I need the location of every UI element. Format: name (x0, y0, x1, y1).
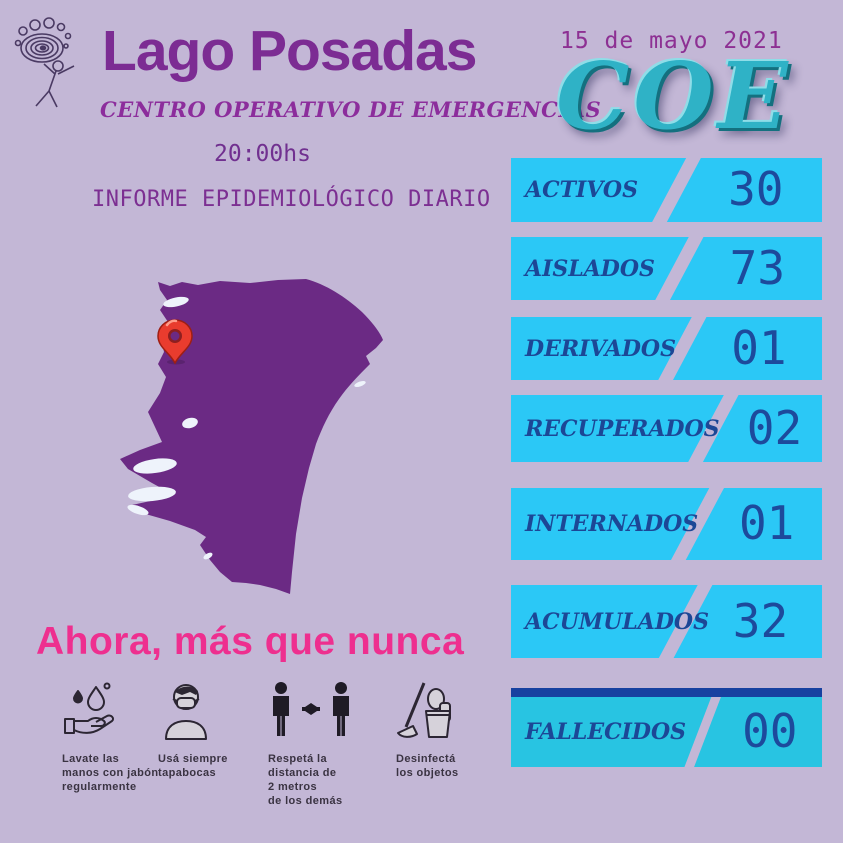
stat-row-fallecidos: FALLECIDOS 00 (511, 688, 822, 767)
slogan: Ahora, más que nunca (36, 620, 465, 663)
prevention-caption: Desinfectá los objetos (396, 753, 459, 779)
stat-value: 01 (738, 495, 795, 550)
stat-row-internados: INTERNADOS 01 (511, 488, 822, 560)
prevention-item-wash-hands: Lavate las manos con jabón regularmente (62, 680, 182, 794)
stat-row-acumulados: ACUMULADOS 32 (511, 585, 822, 658)
prevention-caption: Lavate las manos con jabón regularmente (62, 753, 159, 793)
face-mask-icon (158, 680, 268, 744)
prevention-caption: Respetá la distancia de 2 metros de los … (268, 753, 343, 807)
report-time: 20:00hs (214, 141, 311, 167)
stat-value: 01 (731, 320, 787, 375)
stat-value: 00 (742, 703, 798, 758)
santa-cruz-map (120, 279, 383, 594)
report-title: INFORME EPIDEMIOLÓGICO DIARIO (92, 187, 491, 212)
disinfect-icon (396, 680, 506, 744)
stat-row-recuperados: RECUPERADOS 02 (511, 395, 822, 462)
stat-label: ACUMULADOS (525, 608, 709, 635)
report-date: 15 de mayo 2021 (560, 28, 783, 54)
stat-row-activos: ACTIVOS 30 (511, 158, 822, 222)
page-subtitle: CENTRO OPERATIVO DE EMERGENCIAS (100, 97, 602, 122)
stat-label: INTERNADOS (525, 511, 699, 537)
page-title: Lago Posadas (102, 19, 477, 83)
social-distance-icon (268, 680, 398, 744)
lakes (127, 296, 366, 560)
coe-acronym: COE (556, 42, 792, 150)
stat-label: DERIVADOS (525, 335, 676, 362)
stat-value: 30 (728, 161, 784, 216)
prevention-item-mask: Usá siempre tapabocas (158, 680, 268, 780)
prevention-item-disinfect: Desinfectá los objetos (396, 680, 506, 780)
prevention-caption: Usá siempre tapabocas (158, 753, 228, 779)
province-silhouette (120, 279, 383, 594)
rock-art-figure-icon (14, 17, 75, 108)
stats-panel: ACTIVOS 30 AISLADOS 73 DERIVADOS 01 RECU… (511, 0, 822, 843)
stat-value: 32 (732, 593, 789, 648)
prevention-item-distance: Respetá la distancia de 2 metros de los … (268, 680, 398, 808)
stat-label: AISLADOS (525, 255, 655, 282)
location-pin-icon (157, 319, 193, 365)
stat-label: FALLECIDOS (525, 719, 687, 745)
stat-value: 73 (729, 240, 786, 295)
stat-value: 02 (746, 400, 803, 455)
stat-row-derivados: DERIVADOS 01 (511, 317, 822, 380)
stat-label: ACTIVOS (525, 177, 638, 203)
wash-hands-icon (62, 680, 182, 744)
stat-row-aislados: AISLADOS 73 (511, 237, 822, 300)
stat-label: RECUPERADOS (525, 415, 720, 442)
